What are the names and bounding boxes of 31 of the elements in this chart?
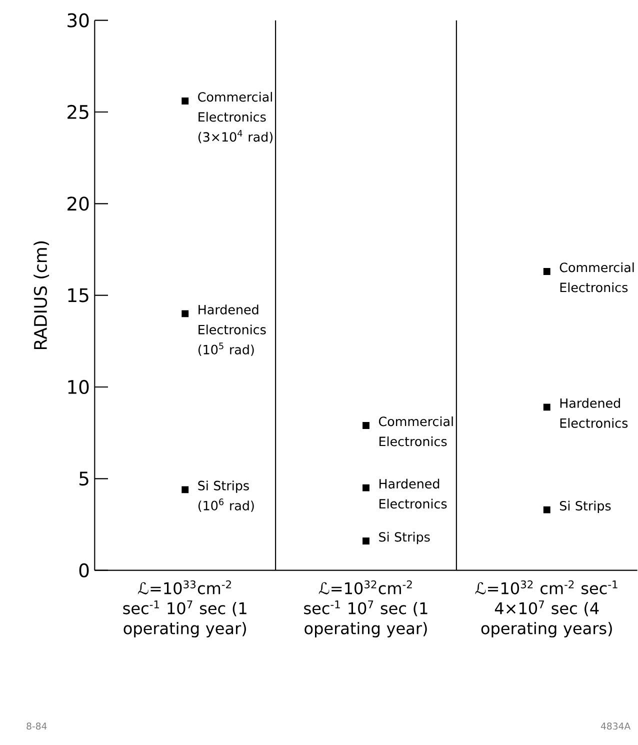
point (362, 538, 370, 544)
point (543, 404, 550, 411)
category-label: ℒ=10$^{32}$ cm$^{-2}$ sec$^{-1}$ 4×10$^{7}$ sec (4 operating years) (475, 580, 618, 638)
point (182, 486, 189, 494)
point (182, 310, 189, 318)
category-label: ℒ=10$^{33}$cm$^{-2}$ sec$^{-1}$ 10$^{7}$ sec (1 operating year) (123, 580, 246, 638)
annotation: Si Strips (379, 532, 430, 544)
annotation: Commercial Electronics (3×10$^{4}$ rad) (198, 92, 272, 144)
point (543, 506, 550, 514)
text: 4834A (600, 722, 631, 730)
annotation: Commercial Electronics (560, 262, 634, 292)
annotation: Hardened Electronics (560, 398, 628, 428)
point (543, 268, 550, 275)
y-tick-label: 10 (68, 380, 89, 394)
annotation: Si Strips (560, 500, 611, 514)
y-tick-label: 30 (68, 13, 89, 28)
y-tick-label: 25 (68, 104, 88, 120)
y-tick-label: 20 (68, 196, 89, 211)
text: 8-84 (26, 722, 47, 730)
point (362, 484, 370, 492)
point (362, 422, 370, 429)
y-tick-label: 0 (79, 563, 89, 578)
annotation: Commercial Electronics (378, 416, 453, 446)
annotation: Si Strips (10$^{6}$ rad) (198, 480, 254, 512)
annotation: Hardened Electronics (10$^{5}$ rad) (198, 304, 266, 356)
annotation: Hardened Electronics (379, 478, 447, 509)
y-tick-label: 5 (80, 472, 88, 486)
y-axis-title: RADIUS (cm) (34, 241, 50, 350)
point (182, 98, 189, 104)
y-tick-label: 15 (68, 288, 88, 302)
category-label: ℒ=10$^{32}$cm$^{-2}$ sec$^{-1}$ 10$^{7}$ sec (1 operating year) (304, 580, 428, 638)
